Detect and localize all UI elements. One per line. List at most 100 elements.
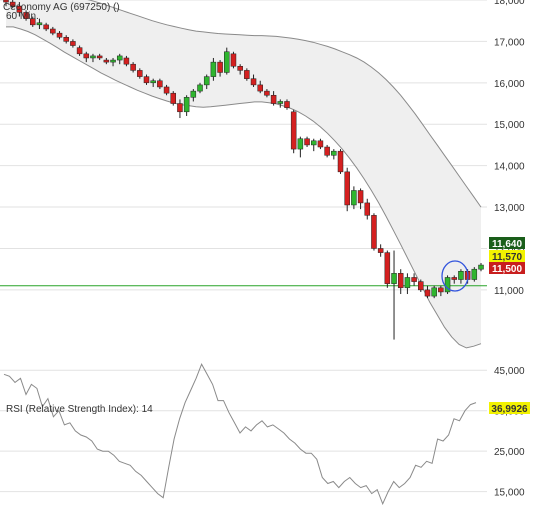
candle-body xyxy=(157,80,163,88)
candle xyxy=(183,95,190,116)
candle xyxy=(56,31,63,40)
candle xyxy=(150,78,156,87)
candle-body xyxy=(297,138,304,150)
candle xyxy=(76,45,83,56)
rsi-label: RSI (Relative Strength Index): 14 xyxy=(6,404,153,415)
candle-body xyxy=(284,101,290,108)
candle xyxy=(438,285,444,297)
candle xyxy=(471,267,478,282)
candle-body xyxy=(63,37,69,42)
price-badge-high-label: 11,640 xyxy=(492,239,522,250)
candle xyxy=(36,18,43,29)
bollinger-band-fill xyxy=(6,0,481,348)
price-badge-low xyxy=(489,262,525,274)
price-axis-tick: 13,000 xyxy=(494,203,525,214)
rsi-badge-label: 36,9926 xyxy=(491,404,528,415)
candle-body xyxy=(277,101,284,104)
candle xyxy=(290,109,297,154)
candle-body xyxy=(150,80,156,84)
candle xyxy=(297,136,304,158)
candle xyxy=(203,74,210,90)
candle xyxy=(310,138,317,152)
candle xyxy=(217,60,223,77)
candle-body xyxy=(411,277,417,282)
candle xyxy=(70,39,76,48)
candle xyxy=(170,91,177,106)
candle-body xyxy=(337,150,344,173)
candle xyxy=(23,10,29,21)
candle xyxy=(224,47,230,75)
candle xyxy=(257,80,263,94)
candle xyxy=(431,285,437,299)
candle-body xyxy=(83,53,90,59)
candle-body xyxy=(110,59,116,63)
candle-body xyxy=(170,92,177,104)
candle-body xyxy=(351,190,357,206)
candle-body xyxy=(418,281,424,291)
candle-body xyxy=(357,190,364,204)
rsi-axis-tick: 25,000 xyxy=(494,447,525,458)
price-axis-tick: 16,000 xyxy=(494,79,525,90)
candle-body xyxy=(264,90,270,96)
price-chart: 18,000 17,000 16,000 15,000 14,000 13,000 12,0… xyxy=(0,0,525,349)
candle-body xyxy=(30,18,36,26)
rsi-axis-tick: 45,000 xyxy=(494,366,525,377)
candle-body xyxy=(304,138,310,146)
candle xyxy=(9,0,16,9)
candle-body xyxy=(103,59,110,63)
candle xyxy=(110,57,116,67)
candle xyxy=(331,149,337,160)
candle-body xyxy=(16,5,23,13)
candle xyxy=(351,186,357,210)
bollinger-upper-line xyxy=(87,0,482,208)
candle-body xyxy=(197,84,203,92)
candle-body xyxy=(3,0,9,3)
candle xyxy=(451,275,457,284)
candle-body xyxy=(250,78,257,86)
candle-body xyxy=(163,86,170,94)
price-axis-tick: 18,000 xyxy=(494,0,525,7)
price-axis-tick: 14,000 xyxy=(494,162,525,173)
candle-body xyxy=(424,289,431,297)
candle-body xyxy=(70,41,76,46)
candle xyxy=(284,99,290,110)
price-badge-high xyxy=(489,237,525,249)
candle xyxy=(371,213,377,251)
price-badge-low-label: 11,500 xyxy=(492,264,522,275)
candle xyxy=(324,144,330,158)
candle xyxy=(116,53,123,65)
candle-body xyxy=(183,97,190,113)
candle xyxy=(478,262,484,272)
price-axis-tick: 17,000 xyxy=(494,37,525,48)
candle xyxy=(418,279,424,292)
candle xyxy=(237,64,243,75)
candle xyxy=(404,273,411,295)
candle xyxy=(424,285,431,299)
candle xyxy=(63,35,69,44)
candle xyxy=(270,91,277,106)
candle xyxy=(244,68,250,81)
candle-body xyxy=(177,103,183,113)
price-badge-last xyxy=(489,250,525,262)
candle xyxy=(137,68,143,79)
candle xyxy=(83,51,90,63)
candle xyxy=(190,89,197,102)
candle-body xyxy=(190,90,197,98)
candle xyxy=(277,99,284,108)
candle-body xyxy=(364,202,371,216)
circle-annotation xyxy=(441,260,469,292)
candle-body xyxy=(130,63,136,71)
candle-body xyxy=(471,268,478,280)
candle-body xyxy=(244,70,250,79)
candle-body xyxy=(143,76,150,84)
candle-body xyxy=(56,32,63,38)
candle xyxy=(96,53,103,61)
candle-body xyxy=(377,248,384,253)
candle-body xyxy=(317,140,324,148)
candle xyxy=(103,57,110,65)
candle xyxy=(143,74,150,85)
bollinger-lower-line xyxy=(6,26,482,349)
candle xyxy=(210,57,217,81)
candle-body xyxy=(230,53,237,67)
